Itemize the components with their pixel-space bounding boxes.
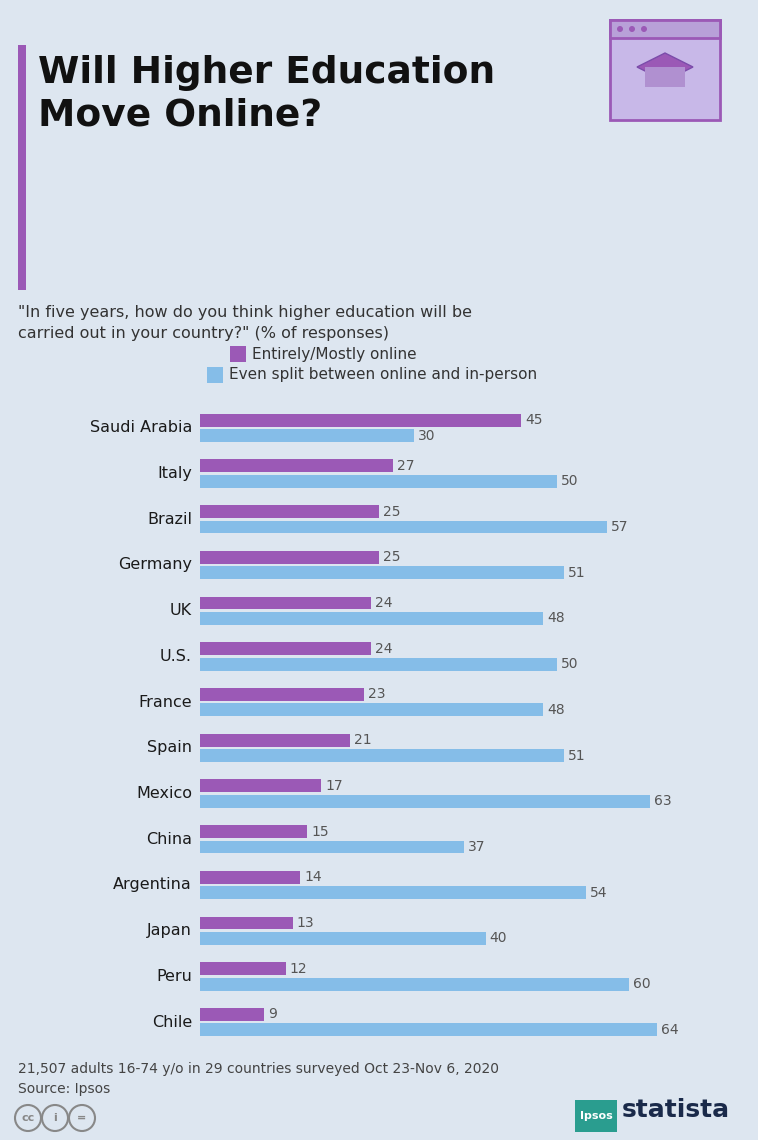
Text: 15: 15 — [311, 824, 329, 839]
Text: Even split between online and in-person: Even split between online and in-person — [229, 367, 537, 383]
Text: 48: 48 — [547, 703, 565, 717]
Bar — [200, 703, 543, 716]
Text: i: i — [53, 1113, 57, 1123]
Text: Source: Ipsos: Source: Ipsos — [18, 1082, 110, 1096]
Text: Argentina: Argentina — [113, 878, 192, 893]
Text: 63: 63 — [654, 795, 672, 808]
Bar — [230, 347, 246, 363]
Text: Mexico: Mexico — [136, 787, 192, 801]
Bar — [200, 1008, 265, 1020]
Bar — [200, 780, 321, 792]
Polygon shape — [637, 52, 693, 81]
Text: Spain: Spain — [147, 740, 192, 756]
Bar — [610, 21, 720, 38]
Bar — [200, 962, 286, 975]
Text: "In five years, how do you think higher education will be
carried out in your co: "In five years, how do you think higher … — [18, 306, 472, 341]
Bar — [200, 521, 607, 534]
Bar — [200, 795, 650, 807]
Text: Ipsos: Ipsos — [580, 1112, 612, 1121]
Text: 27: 27 — [397, 459, 415, 473]
Bar — [207, 367, 223, 383]
Bar — [200, 840, 465, 854]
Bar — [200, 567, 564, 579]
Bar — [200, 429, 415, 442]
Text: 30: 30 — [418, 429, 436, 442]
Bar — [200, 978, 628, 991]
Bar — [200, 734, 350, 747]
Text: 64: 64 — [661, 1023, 678, 1036]
Bar — [200, 505, 378, 518]
Text: 25: 25 — [383, 551, 400, 564]
Bar — [200, 933, 486, 945]
Bar — [200, 642, 371, 656]
Text: China: China — [146, 832, 192, 847]
Text: 14: 14 — [304, 870, 321, 885]
Bar — [200, 825, 307, 838]
Text: 25: 25 — [383, 505, 400, 519]
Text: 45: 45 — [525, 413, 543, 428]
Text: 21,507 adults 16-74 y/o in 29 countries surveyed Oct 23-Nov 6, 2020: 21,507 adults 16-74 y/o in 29 countries … — [18, 1062, 499, 1076]
Bar — [200, 612, 543, 625]
Bar — [18, 44, 26, 290]
Text: 9: 9 — [268, 1008, 277, 1021]
Text: UK: UK — [170, 603, 192, 618]
Bar — [200, 917, 293, 929]
Text: 51: 51 — [568, 565, 586, 579]
Polygon shape — [645, 67, 685, 87]
Text: 21: 21 — [354, 733, 371, 747]
Text: France: France — [139, 694, 192, 709]
Bar — [200, 871, 300, 884]
Text: Germany: Germany — [118, 557, 192, 572]
Text: Entirely/Mostly online: Entirely/Mostly online — [252, 347, 417, 361]
Bar — [200, 551, 378, 563]
Bar — [200, 1024, 657, 1036]
Text: Chile: Chile — [152, 1015, 192, 1029]
Text: 48: 48 — [547, 611, 565, 626]
Text: Move Online?: Move Online? — [38, 97, 322, 133]
Text: Will Higher Education: Will Higher Education — [38, 55, 495, 91]
Text: cc: cc — [21, 1113, 35, 1123]
Bar — [200, 749, 564, 762]
Text: Saudi Arabia: Saudi Arabia — [89, 421, 192, 435]
Text: 40: 40 — [490, 931, 507, 945]
Bar — [610, 21, 720, 120]
Bar — [200, 689, 365, 701]
Text: 60: 60 — [633, 977, 650, 991]
Text: U.S.: U.S. — [160, 649, 192, 663]
Text: =: = — [77, 1113, 86, 1123]
Text: 37: 37 — [468, 840, 486, 854]
Bar — [575, 1100, 617, 1132]
Text: statista: statista — [622, 1098, 730, 1122]
Text: 54: 54 — [590, 886, 607, 899]
Circle shape — [617, 26, 623, 32]
Text: 24: 24 — [375, 596, 393, 610]
Bar — [200, 459, 393, 472]
Bar — [200, 414, 522, 426]
Circle shape — [641, 26, 647, 32]
Text: 12: 12 — [290, 962, 307, 976]
Bar — [200, 475, 557, 488]
Text: 57: 57 — [611, 520, 628, 534]
Text: Brazil: Brazil — [147, 512, 192, 527]
Text: Japan: Japan — [147, 923, 192, 938]
Bar — [200, 596, 371, 610]
Bar — [200, 658, 557, 670]
Text: 23: 23 — [368, 687, 386, 701]
Circle shape — [629, 26, 635, 32]
Text: 51: 51 — [568, 749, 586, 763]
Bar — [200, 886, 586, 899]
Text: 17: 17 — [325, 779, 343, 793]
Text: 50: 50 — [561, 474, 578, 488]
Text: 24: 24 — [375, 642, 393, 656]
Text: 13: 13 — [297, 917, 315, 930]
Text: Italy: Italy — [157, 466, 192, 481]
Text: Peru: Peru — [156, 969, 192, 984]
Text: 50: 50 — [561, 657, 578, 671]
